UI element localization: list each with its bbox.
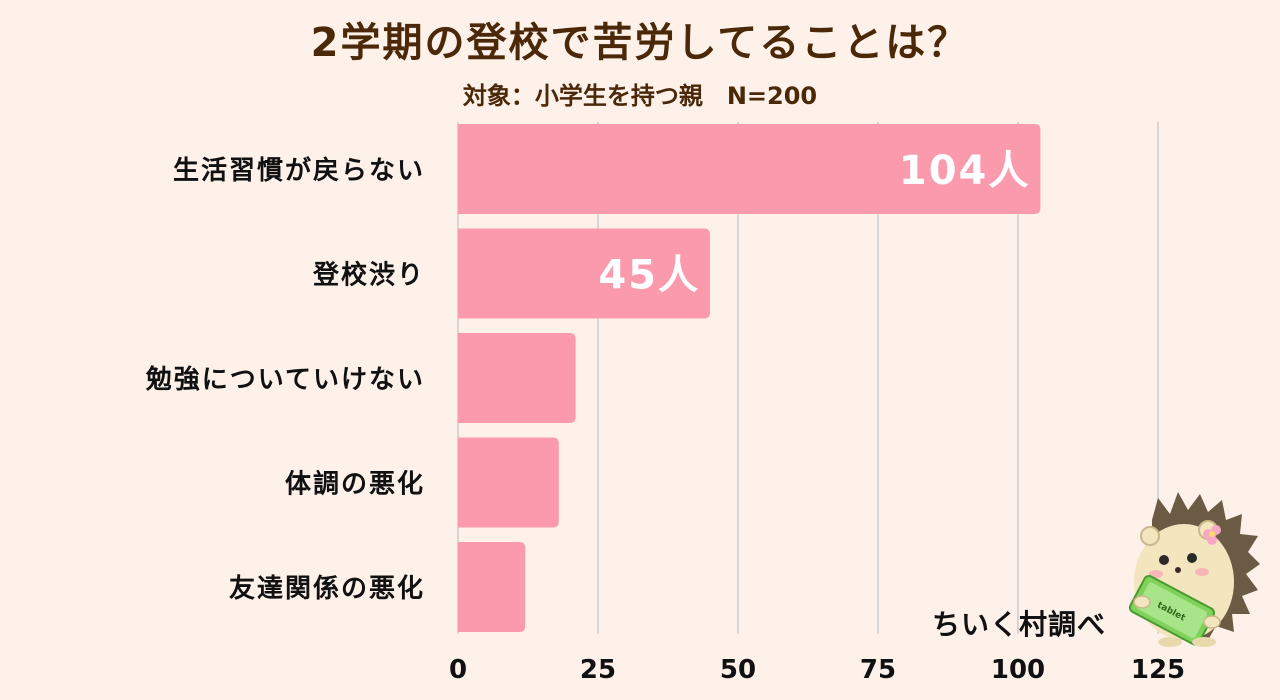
category-label: 登校渋り (312, 260, 425, 291)
category-label: 生活習慣が戻らない (173, 155, 425, 186)
x-tick-label: 50 (720, 655, 756, 685)
x-tick-label: 25 (580, 655, 616, 685)
category-label: 体調の悪化 (285, 469, 425, 500)
chart-subtitle: 対象：小学生を持つ親 N=200 (462, 82, 818, 110)
bar-layer (458, 124, 1041, 632)
bar (458, 437, 559, 528)
category-label: 勉強についていけない (145, 365, 425, 395)
bar (458, 124, 1041, 214)
data-label: 104人 (899, 148, 1031, 194)
bar (458, 333, 576, 423)
data-label: 45人 (598, 253, 700, 299)
x-tick-label: 0 (449, 655, 467, 685)
x-tick-label: 75 (860, 655, 896, 685)
hedgehog-mascot-icon: tablet (1128, 492, 1260, 647)
chart-title: 2学期の登校で苦労してることは？ (310, 20, 970, 66)
bar (458, 228, 710, 319)
tick-layer: 0 25 50 75 100 125 (449, 655, 1185, 685)
x-tick-label: 125 (1131, 655, 1185, 685)
category-label: 友達関係の悪化 (229, 574, 425, 604)
bar (458, 542, 526, 632)
brand-label: ちいく村調べ (932, 608, 1107, 641)
x-tick-label: 100 (991, 655, 1045, 685)
